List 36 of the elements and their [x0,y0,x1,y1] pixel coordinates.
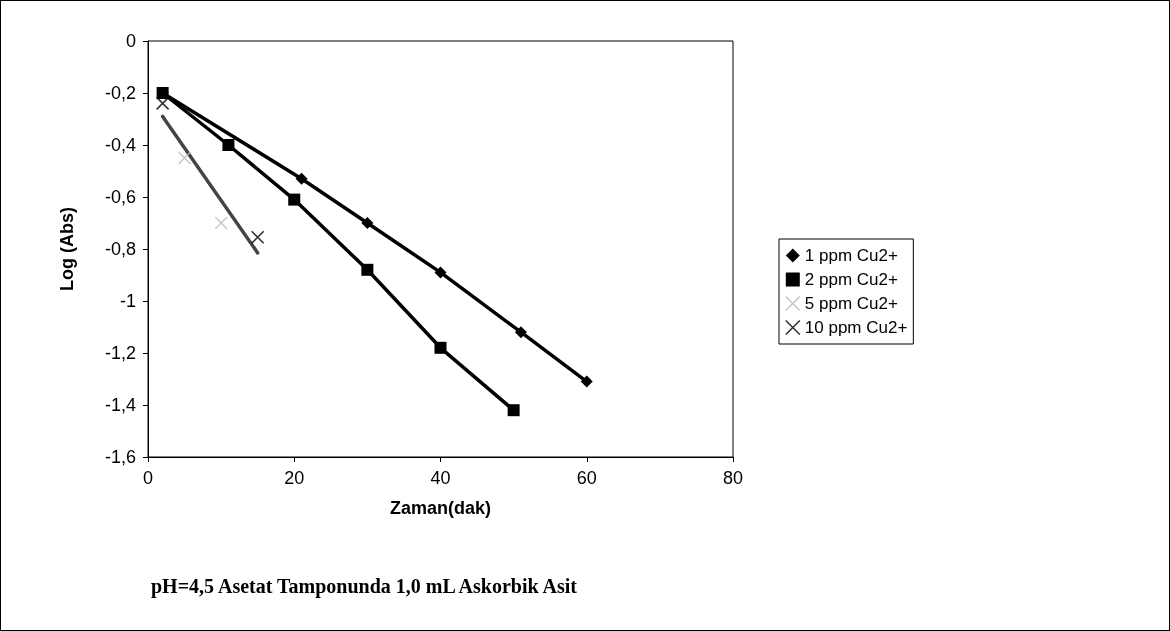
x-tick-label: 80 [722,468,744,488]
x-axis-title: Zaman(dak) [389,498,492,518]
point [361,217,374,229]
point [250,230,265,245]
y-tick-label: -0,6 [104,187,136,207]
legend-label: 5 ppm Cu2+ [804,294,898,313]
x-tick-label: 0 [142,468,154,488]
y-tick-label: -0,8 [104,239,136,259]
y-tick-label: -1,4 [104,395,136,415]
point [434,341,447,354]
y-tick-label: -1,6 [104,447,136,467]
point [222,139,235,151]
x-tick-label: 60 [576,468,597,488]
point [214,216,228,230]
point [155,96,170,111]
y-tick-label: -0,2 [104,83,136,103]
x-tick-label: 20 [284,468,305,488]
y-tick-label: -1,2 [104,343,136,363]
point [156,87,169,99]
legend-label: 2 ppm Cu2+ [804,270,898,289]
y-axis-title: Log (Abs) [57,207,77,291]
y-tick-label: -1 [119,291,136,311]
point [434,266,447,279]
legend-label: 10 ppm Cu2+ [804,318,908,337]
point [361,263,374,276]
legend-label: 1 ppm Cu2+ [804,246,898,265]
y-tick-label: -0,4 [104,135,136,155]
point [507,404,520,417]
point [580,375,593,388]
x-tick-label: 40 [430,468,451,488]
y-tick-label: 0 [125,31,136,51]
point [288,193,301,206]
point [514,326,527,339]
point [177,151,192,165]
text: pH=4,5 Asetat Tamponunda 1,0 mL Askorbik Asit [151,575,578,598]
point [295,172,308,185]
